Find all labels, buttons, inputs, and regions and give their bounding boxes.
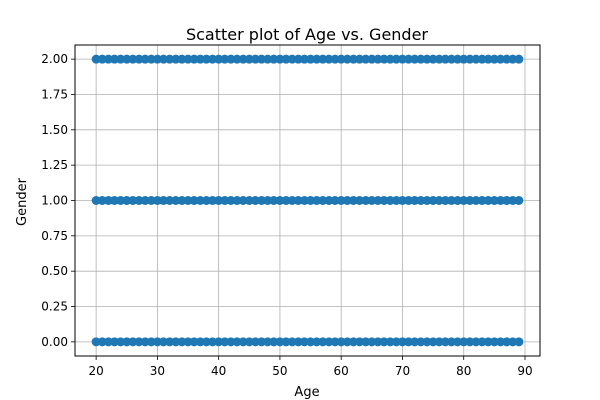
y-tick-label: 1.50 — [41, 123, 68, 137]
y-tick-label: 1.75 — [41, 87, 68, 101]
x-axis-ticks: 20 30 40 50 60 70 80 90 — [88, 356, 533, 378]
x-tick-label: 30 — [150, 364, 165, 378]
x-axis-label: Age — [294, 385, 319, 400]
y-tick-label: 2.00 — [41, 52, 68, 66]
y-axis-label: Gender — [15, 177, 30, 226]
x-tick-label: 70 — [395, 364, 410, 378]
data-point — [514, 196, 524, 205]
x-tick-label: 60 — [334, 364, 349, 378]
series-gender-2 — [91, 54, 524, 64]
series-gender-1 — [91, 196, 524, 205]
y-tick-label: 0.00 — [41, 335, 68, 349]
y-axis-ticks: 0.00 0.25 0.50 0.75 1.00 1.25 1.50 1.75 2.00 — [41, 52, 75, 349]
y-tick-label: 1.00 — [41, 194, 68, 208]
series-gender-0 — [91, 337, 524, 347]
y-tick-label: 1.25 — [41, 158, 68, 172]
data-point — [514, 54, 524, 64]
x-tick-label: 90 — [517, 364, 532, 378]
data-points — [91, 54, 524, 347]
data-point — [514, 337, 524, 347]
x-tick-label: 20 — [88, 364, 103, 378]
chart-title: Scatter plot of Age vs. Gender — [186, 25, 428, 44]
y-tick-label: 0.25 — [41, 300, 68, 314]
x-tick-label: 40 — [211, 364, 226, 378]
y-tick-label: 0.75 — [41, 229, 68, 243]
x-tick-label: 50 — [272, 364, 287, 378]
x-tick-label: 80 — [456, 364, 471, 378]
y-tick-label: 0.50 — [41, 264, 68, 278]
